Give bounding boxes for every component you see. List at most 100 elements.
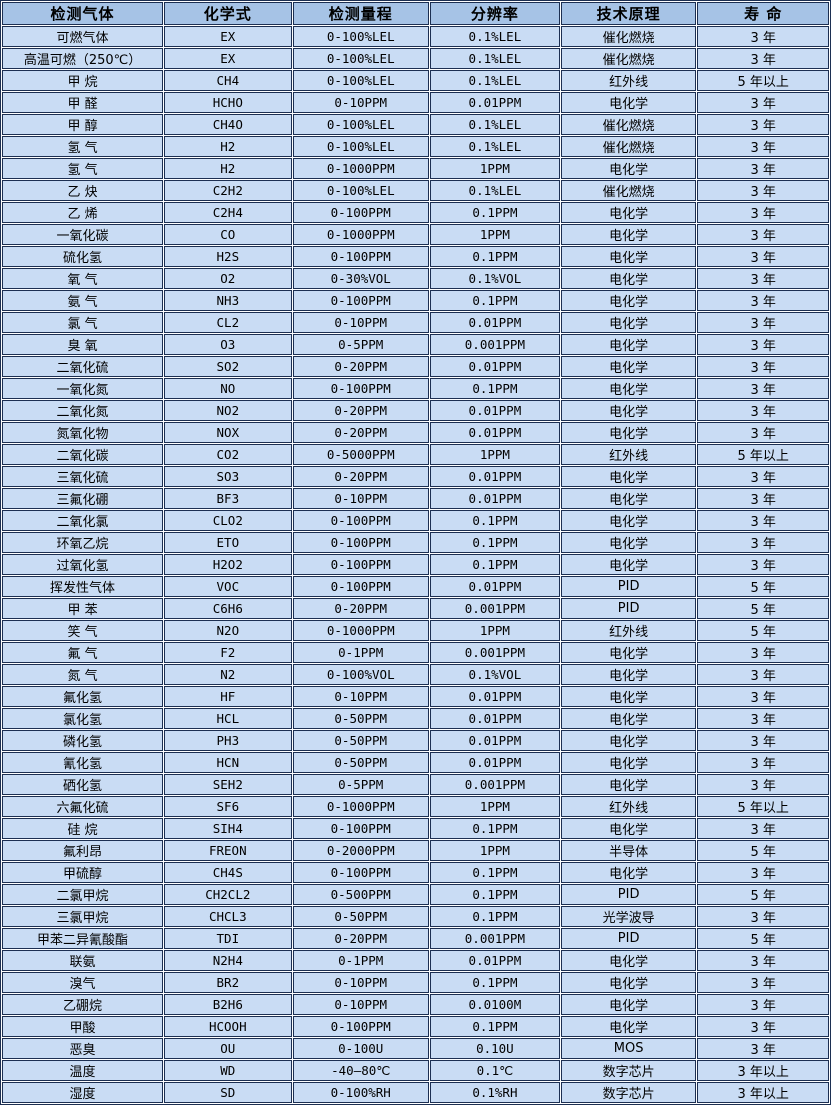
table-row: 硫化氢 H2S 0-100PPM 0.1PPM 电化学 3 年 (2, 246, 829, 267)
table-row: 挥发性气体 VOC 0-100PPM 0.01PPM PID 5 年 (2, 576, 829, 597)
cell-principle: 电化学 (560, 554, 697, 575)
cell-resolution: 1PPM (429, 158, 560, 179)
cell-life: 3 年 (697, 972, 829, 993)
cell-principle: 催化燃烧 (560, 136, 697, 157)
cell-principle: 数字芯片 (560, 1082, 697, 1103)
cell-resolution: 0.01PPM (429, 400, 560, 421)
cell-resolution: 0.001PPM (429, 642, 560, 663)
table-row: 二氧化硫 SO2 0-20PPM 0.01PPM 电化学 3 年 (2, 356, 829, 377)
cell-resolution: 0.1PPM (429, 972, 560, 993)
cell-life: 3 年 (697, 312, 829, 333)
cell-life: 3 年 (697, 774, 829, 795)
cell-principle: 数字芯片 (560, 1060, 697, 1081)
cell-resolution: 0.1PPM (429, 554, 560, 575)
cell-gas: 甲 烷 (2, 70, 164, 91)
cell-gas: 一氧化氮 (2, 378, 164, 399)
cell-principle: 催化燃烧 (560, 26, 697, 47)
cell-range: 0-10PPM (292, 686, 429, 707)
cell-resolution: 0.1PPM (429, 290, 560, 311)
cell-formula: SF6 (164, 796, 292, 817)
cell-resolution: 0.1PPM (429, 884, 560, 905)
cell-life: 3 年 (697, 246, 829, 267)
cell-range: 0-5PPM (292, 334, 429, 355)
cell-gas: 氟化氢 (2, 686, 164, 707)
table-row: 恶臭 OU 0-100U 0.10U MOS 3 年 (2, 1038, 829, 1059)
table-row: 二氧化氯 CLO2 0-100PPM 0.1PPM 电化学 3 年 (2, 510, 829, 531)
table-row: 环氧乙烷 ETO 0-100PPM 0.1PPM 电化学 3 年 (2, 532, 829, 553)
cell-resolution: 0.001PPM (429, 598, 560, 619)
cell-range: 0-50PPM (292, 730, 429, 751)
cell-principle: PID (560, 576, 697, 597)
cell-gas: 二氧化硫 (2, 356, 164, 377)
cell-resolution: 0.01PPM (429, 752, 560, 773)
cell-formula: OU (164, 1038, 292, 1059)
cell-gas: 乙 炔 (2, 180, 164, 201)
table-row: 一氧化氮 NO 0-100PPM 0.1PPM 电化学 3 年 (2, 378, 829, 399)
cell-principle: 电化学 (560, 664, 697, 685)
table-row: 磷化氢 PH3 0-50PPM 0.01PPM 电化学 3 年 (2, 730, 829, 751)
cell-gas: 氢 气 (2, 158, 164, 179)
cell-formula: N2 (164, 664, 292, 685)
cell-life: 3 年 (697, 1038, 829, 1059)
cell-resolution: 0.0100M (429, 994, 560, 1015)
table-row: 甲酸 HCOOH 0-100PPM 0.1PPM 电化学 3 年 (2, 1016, 829, 1037)
cell-resolution: 0.1PPM (429, 1016, 560, 1037)
cell-gas: 二氧化氯 (2, 510, 164, 531)
cell-life: 3 年 (697, 686, 829, 707)
cell-resolution: 0.10U (429, 1038, 560, 1059)
cell-resolution: 0.01PPM (429, 422, 560, 443)
cell-principle: 电化学 (560, 818, 697, 839)
cell-gas: 甲苯二异氰酸酯 (2, 928, 164, 949)
cell-resolution: 0.1PPM (429, 906, 560, 927)
cell-range: 0-100PPM (292, 532, 429, 553)
cell-life: 5 年 (697, 840, 829, 861)
cell-range: 0-20PPM (292, 598, 429, 619)
table-row: 氯化氢 HCL 0-50PPM 0.01PPM 电化学 3 年 (2, 708, 829, 729)
cell-life: 5 年 (697, 928, 829, 949)
cell-range: 0-100PPM (292, 510, 429, 531)
cell-formula: BF3 (164, 488, 292, 509)
cell-formula: HCOOH (164, 1016, 292, 1037)
cell-formula: TDI (164, 928, 292, 949)
cell-gas: 氟利昂 (2, 840, 164, 861)
cell-life: 3 年 (697, 136, 829, 157)
table-row: 三氯甲烷 CHCL3 0-50PPM 0.1PPM 光学波导 3 年 (2, 906, 829, 927)
cell-range: 0-1PPM (292, 950, 429, 971)
cell-range: 0-1000PPM (292, 620, 429, 641)
column-header-principle: 技术原理 (560, 2, 697, 25)
cell-principle: 电化学 (560, 466, 697, 487)
cell-formula: NO2 (164, 400, 292, 421)
table-row: 甲硫醇 CH4S 0-100PPM 0.1PPM 电化学 3 年 (2, 862, 829, 883)
cell-gas: 三氯甲烷 (2, 906, 164, 927)
cell-gas: 氟 气 (2, 642, 164, 663)
cell-formula: O2 (164, 268, 292, 289)
cell-resolution: 0.001PPM (429, 928, 560, 949)
table-row: 三氟化硼 BF3 0-10PPM 0.01PPM 电化学 3 年 (2, 488, 829, 509)
cell-resolution: 0.1%LEL (429, 136, 560, 157)
cell-range: 0-100PPM (292, 576, 429, 597)
cell-life: 5 年 (697, 598, 829, 619)
cell-formula: HF (164, 686, 292, 707)
cell-resolution: 0.01PPM (429, 708, 560, 729)
cell-range: 0-20PPM (292, 356, 429, 377)
table-row: 乙硼烷 B2H6 0-10PPM 0.0100M 电化学 3 年 (2, 994, 829, 1015)
cell-gas: 氯化氢 (2, 708, 164, 729)
cell-life: 3 年 (697, 158, 829, 179)
cell-formula: SD (164, 1082, 292, 1103)
cell-life: 3 年 (697, 906, 829, 927)
cell-formula: EX (164, 26, 292, 47)
cell-formula: FREON (164, 840, 292, 861)
cell-formula: CH2CL2 (164, 884, 292, 905)
table-row: 二氧化氮 NO2 0-20PPM 0.01PPM 电化学 3 年 (2, 400, 829, 421)
cell-resolution: 0.1%VOL (429, 268, 560, 289)
cell-range: 0-50PPM (292, 708, 429, 729)
cell-life: 3 年 (697, 642, 829, 663)
cell-principle: 电化学 (560, 158, 697, 179)
cell-principle: 电化学 (560, 246, 697, 267)
cell-resolution: 0.1%LEL (429, 180, 560, 201)
table-row: 联氨 N2H4 0-1PPM 0.01PPM 电化学 3 年 (2, 950, 829, 971)
cell-gas: 氮 气 (2, 664, 164, 685)
cell-principle: 电化学 (560, 400, 697, 421)
cell-range: 0-10PPM (292, 994, 429, 1015)
cell-range: 0-100%VOL (292, 664, 429, 685)
